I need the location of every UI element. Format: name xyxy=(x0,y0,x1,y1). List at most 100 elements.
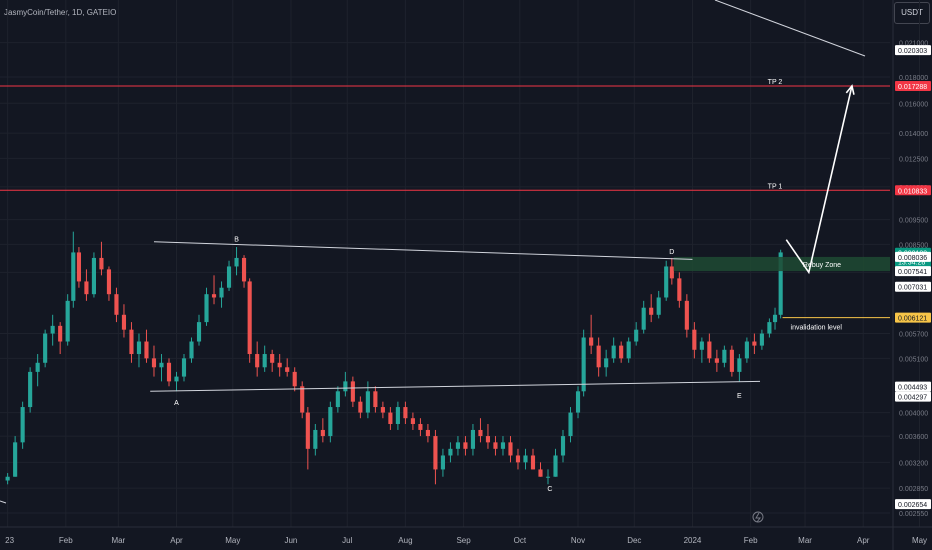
candle-body xyxy=(538,469,543,477)
candle-body xyxy=(219,287,224,298)
price-tag-bg xyxy=(895,281,931,292)
price-tag-bg xyxy=(895,391,931,402)
price-tag: 0.006121 xyxy=(898,316,927,323)
time-axis-label: Apr xyxy=(857,536,870,545)
price-tag-bg xyxy=(895,81,931,92)
time-axis-label: Oct xyxy=(514,536,527,545)
trendline xyxy=(150,380,761,392)
rebuy-zone-label: Rebuy Zone xyxy=(803,262,841,269)
candle-body xyxy=(136,341,142,355)
candlestick-series xyxy=(5,231,783,485)
candle-body xyxy=(778,252,783,315)
candle-body xyxy=(478,429,483,437)
trendline-upper xyxy=(714,0,866,57)
candle-body xyxy=(241,257,247,282)
candle-body xyxy=(669,266,674,279)
candle-body xyxy=(144,341,149,359)
candle-body xyxy=(5,476,10,481)
time-axis-label: Feb xyxy=(59,536,73,545)
candle-body xyxy=(43,333,48,363)
candle-body xyxy=(114,294,119,315)
candle-body xyxy=(350,381,355,402)
price-tag-bg xyxy=(895,45,931,56)
candle-body xyxy=(99,257,104,270)
candle-body xyxy=(545,476,551,478)
price-axis-label: 0.005100 xyxy=(899,356,928,363)
candle-body xyxy=(320,429,325,437)
candle-body xyxy=(553,455,558,477)
candle-body xyxy=(106,269,112,295)
candle-body xyxy=(684,300,689,330)
candle-body xyxy=(403,407,408,419)
candle-body xyxy=(247,281,252,355)
price-tag: 0.020303 xyxy=(898,48,927,55)
time-axis-label: Nov xyxy=(571,536,585,545)
candle-body xyxy=(619,345,624,359)
candle-body xyxy=(448,448,453,456)
price-tag: 0.008036 xyxy=(898,255,927,262)
candle-body xyxy=(455,442,461,449)
candle-body xyxy=(226,266,232,288)
time-axis-label: Dec xyxy=(627,536,641,545)
candle-body xyxy=(626,341,631,359)
drawings: Rebuy Zone TP 2 TP 1 invalidation level xyxy=(0,0,890,504)
price-tag: 0.007541 xyxy=(898,269,927,276)
candle-body xyxy=(159,362,164,368)
candle-body xyxy=(418,424,423,430)
candle-body xyxy=(395,407,400,425)
price-tag-bg xyxy=(895,312,931,323)
time-axis-label: Jun xyxy=(284,536,297,545)
candle-body xyxy=(58,325,63,342)
candle-body xyxy=(485,436,491,443)
candle-body xyxy=(335,391,340,408)
candle-body xyxy=(677,278,682,301)
candle-body xyxy=(358,401,363,413)
candle-body xyxy=(166,362,172,382)
target-level-label: TP 1 xyxy=(768,183,783,190)
price-tag: 0.004493 xyxy=(898,385,927,392)
candle-body xyxy=(270,354,275,363)
lightning-icon-glyph xyxy=(755,512,761,523)
lightning-icon[interactable] xyxy=(752,511,764,523)
candle-body xyxy=(596,345,601,368)
candle-body xyxy=(65,300,70,342)
candle-body xyxy=(285,367,290,372)
point-label-A: A xyxy=(174,400,179,407)
time-axis-label: 23 xyxy=(5,536,14,545)
rebuy-zone xyxy=(673,256,890,272)
price-axis-label: 0.009500 xyxy=(899,218,928,225)
candle-body xyxy=(656,297,661,315)
currency-badge[interactable]: USDT xyxy=(894,2,930,24)
price-axis-label: 0.014000 xyxy=(899,131,928,138)
candle-body xyxy=(463,442,468,449)
candle-body xyxy=(76,252,81,282)
price-tag: 0.017288 xyxy=(898,84,927,91)
symbol-title: JasmyCoin/Tether, 1D, GATEIO xyxy=(4,8,117,17)
price-tag: 13:34:28 xyxy=(898,260,925,267)
candle-body xyxy=(13,442,18,477)
candle-body xyxy=(35,362,40,372)
projection-arrowhead xyxy=(845,84,855,95)
price-axis-label: 0.003200 xyxy=(899,460,928,467)
candle-body xyxy=(313,429,318,449)
candle-body xyxy=(196,322,202,342)
time-axis-label: Sep xyxy=(456,536,471,545)
time-axis-label: Aug xyxy=(398,536,412,545)
candle-body xyxy=(204,294,209,323)
candle-body xyxy=(759,333,764,346)
time-axis-label: Jul xyxy=(342,536,352,545)
trendline xyxy=(153,241,693,260)
grid xyxy=(0,0,921,527)
candle-body xyxy=(91,257,97,295)
candle-body xyxy=(500,442,506,449)
candle-body xyxy=(568,412,573,437)
candle-body xyxy=(692,329,697,350)
candle-body xyxy=(234,257,239,267)
candle-body xyxy=(255,354,260,368)
candle-body xyxy=(752,341,757,346)
price-axis-label: 0.018000 xyxy=(899,75,928,82)
candle-body xyxy=(151,358,157,368)
candle-body xyxy=(729,349,734,372)
